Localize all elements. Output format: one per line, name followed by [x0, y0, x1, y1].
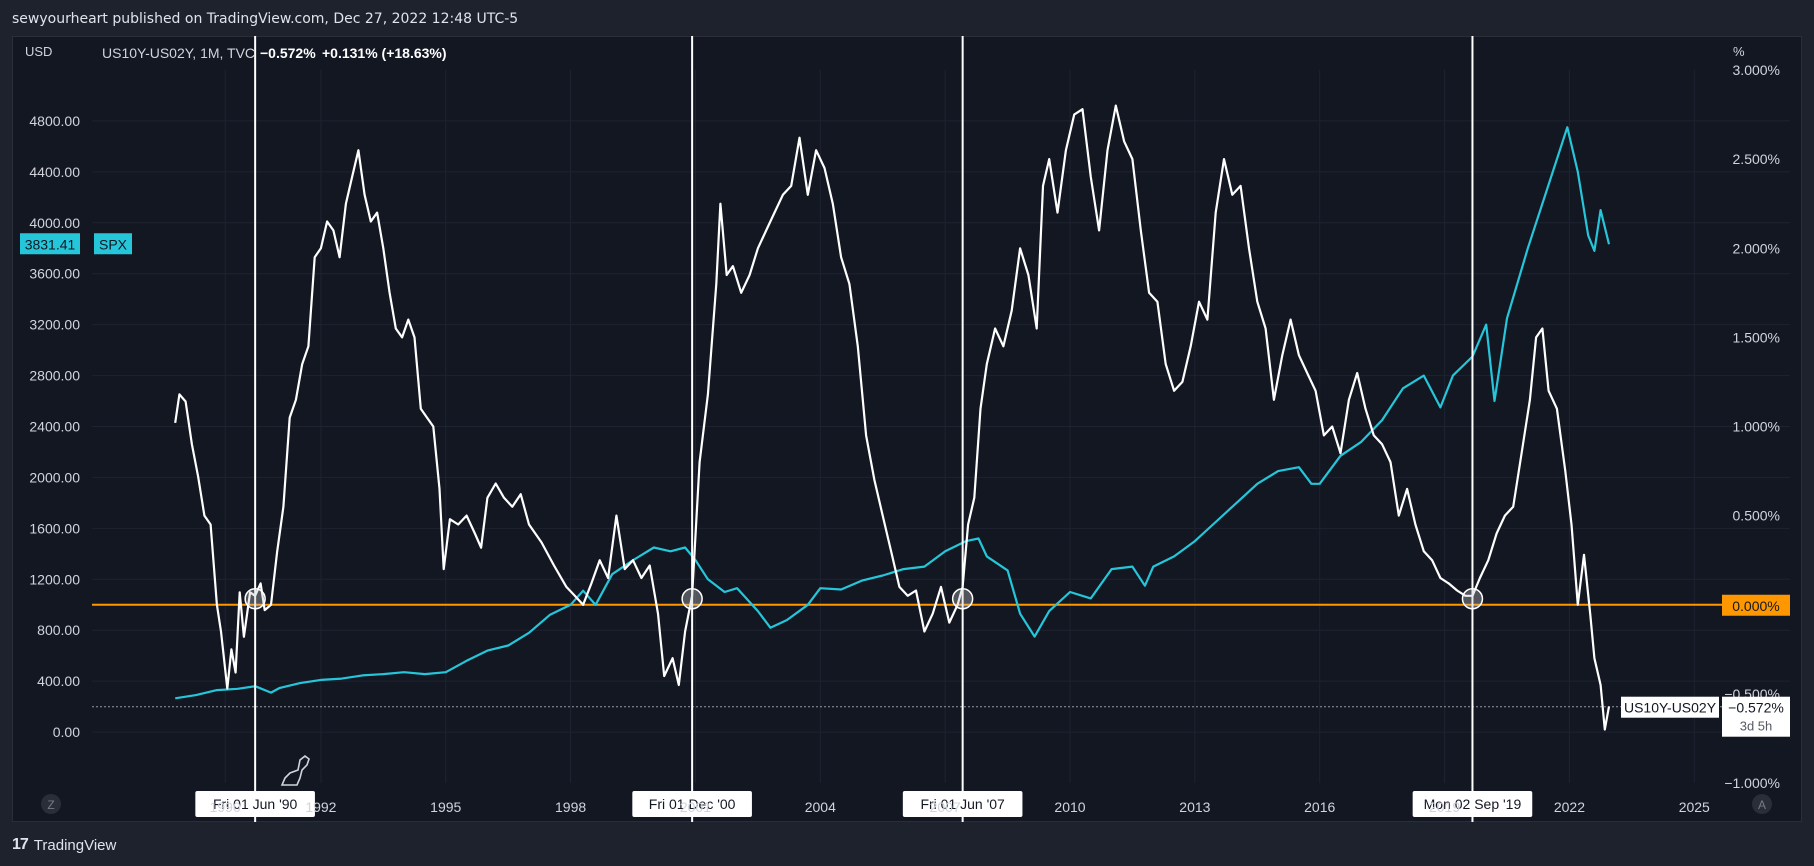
tradingview-logo-icon: 17	[12, 836, 29, 853]
tradingview-brand[interactable]: 17 TradingView	[12, 836, 116, 854]
right-percent-axis: %−1.000%−0.500%0.000%0.500%1.000%1.500%2…	[1724, 44, 1780, 791]
x-tick-label: 2001	[680, 799, 711, 815]
left-tick-label: 800.00	[37, 622, 80, 638]
price-labels: 3831.41 SPX 0.000% US10Y-US02Y −0.572% 3d 5h	[20, 233, 1790, 737]
event-date-label: Fri 01 Dec '00	[649, 796, 736, 812]
spx-line	[175, 126, 1611, 700]
event-circle	[951, 588, 974, 610]
left-tick-label: 4400.00	[29, 164, 80, 180]
publish-info: sewyourheart published on TradingView.co…	[12, 11, 519, 27]
dinosaur-icon	[280, 754, 310, 786]
x-tick-label: 2004	[805, 799, 836, 815]
left-tick-label: 1200.00	[29, 571, 80, 587]
auto-scale-icon: A	[1758, 798, 1766, 812]
bar-countdown-label: 3d 5h	[1740, 719, 1773, 734]
spread-value-box	[1722, 696, 1790, 737]
chart-frame[interactable]	[12, 36, 1802, 822]
spx-name-box	[94, 233, 132, 255]
right-tick-label: 1.000%	[1733, 419, 1780, 435]
spx-name-label: SPX	[99, 236, 128, 252]
right-tick-label: 0.500%	[1733, 508, 1780, 524]
spx-series	[175, 126, 1611, 700]
x-tick-label: 1990	[210, 799, 241, 815]
x-tick-label: 2007	[930, 799, 961, 815]
right-tick-label: 1.500%	[1733, 329, 1780, 345]
x-tick-label: 1992	[305, 799, 336, 815]
x-tick-label: 2013	[1179, 799, 1210, 815]
event-markers: Fri 01 Jun '90 Fri 01 Dec '00 Fri 01 Jun '…	[195, 36, 1533, 822]
legend-change: +0.131% (+18.63%)	[322, 45, 447, 61]
event-circle	[244, 588, 266, 610]
left-tick-label: 3600.00	[29, 266, 80, 282]
spread-series	[174, 104, 1611, 731]
left-tick-label: 3200.00	[29, 317, 80, 333]
left-tick-label: 2400.00	[29, 419, 80, 435]
zero-price-label: 0.000%	[1732, 598, 1779, 614]
legend: US10Y-US02Y, 1M, TVC −0.572% +0.131% (+18.…	[102, 45, 447, 61]
x-tick-label: 2016	[1304, 799, 1335, 815]
left-tick-label: 2000.00	[29, 469, 80, 485]
x-tick-label: 2022	[1554, 799, 1585, 815]
x-tick-label: 2025	[1679, 799, 1710, 815]
legend-value: −0.572%	[260, 45, 316, 61]
event-date-label: Fri 01 Jun '07	[920, 796, 1005, 812]
spread-name-box	[1621, 696, 1719, 718]
auto-scale-button	[1752, 794, 1772, 814]
x-tick-label: 2019	[1429, 799, 1460, 815]
publish-header: sewyourheart published on TradingView.co…	[0, 0, 1814, 38]
spread-name-label: US10Y-US02Y	[1624, 700, 1717, 716]
zero-price-box	[1722, 594, 1790, 616]
event-date-box	[1412, 791, 1533, 817]
left-tick-label: 2800.00	[29, 368, 80, 384]
spread-line	[174, 104, 1611, 731]
right-axis-unit: %	[1733, 44, 1745, 59]
right-tick-label: 2.000%	[1733, 240, 1780, 256]
left-tick-label: 4800.00	[29, 113, 80, 129]
left-tick-label: 1600.00	[29, 520, 80, 536]
event-date-label: Fri 01 Jun '90	[213, 796, 298, 812]
right-tick-label: 2.500%	[1733, 151, 1780, 167]
event-circle	[1461, 588, 1484, 610]
x-tick-label: 1998	[555, 799, 586, 815]
brand-name: TradingView	[33, 836, 117, 854]
x-tick-label: 1995	[430, 799, 461, 815]
left-axis-unit: USD	[25, 44, 52, 59]
zoom-z-icon: Z	[47, 798, 54, 812]
zoom-z-button	[41, 794, 61, 814]
event-date-box	[902, 791, 1023, 817]
right-tick-label: −1.000%	[1724, 775, 1780, 791]
event-date-box	[632, 791, 752, 817]
spx-price-value: 3831.41	[25, 236, 76, 252]
event-circle	[681, 588, 703, 610]
left-price-axis: USD 0.00 400.00 800.00 1200.00 1600.00 2000.00…	[25, 44, 80, 740]
zero-line-group	[92, 603, 1722, 708]
left-tick-label: 0.00	[53, 724, 80, 740]
event-date-box	[195, 791, 315, 817]
left-tick-label: 4000.00	[29, 215, 80, 231]
time-axis: 1990 1992 1995 1998 2001 2004 2007 2010 2013 2016…	[210, 799, 1710, 815]
left-tick-label: 400.00	[37, 673, 80, 689]
spread-value-label: −0.572%	[1728, 700, 1784, 716]
legend-symbol: US10Y-US02Y, 1M, TVC	[102, 45, 255, 61]
grid	[92, 70, 1790, 783]
right-tick-label: 3.000%	[1733, 62, 1780, 78]
spx-price-box	[20, 233, 80, 255]
x-tick-label: 2010	[1054, 799, 1085, 815]
event-date-label: Mon 02 Sep '19	[1424, 796, 1522, 812]
